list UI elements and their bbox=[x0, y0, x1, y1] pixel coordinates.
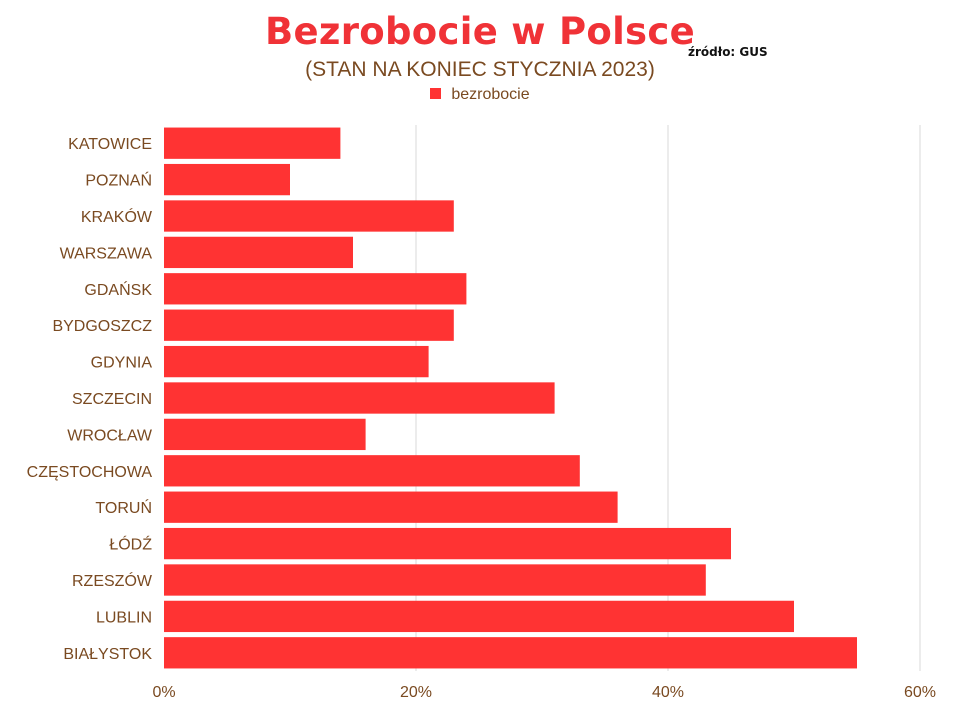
legend-swatch bbox=[430, 88, 442, 99]
category-label: KRAKÓW bbox=[81, 207, 153, 226]
category-label: RZESZÓW bbox=[72, 571, 153, 590]
bar bbox=[164, 491, 618, 523]
x-tick-label: 20% bbox=[400, 684, 432, 701]
category-label: TORUŃ bbox=[95, 498, 152, 517]
bar bbox=[164, 236, 353, 269]
category-label: CZĘSTOCHOWA bbox=[27, 464, 153, 481]
bar bbox=[164, 418, 366, 451]
bar bbox=[164, 527, 731, 560]
bar bbox=[164, 309, 454, 341]
legend: bezrobocie bbox=[0, 86, 960, 104]
bar bbox=[164, 600, 794, 633]
bar bbox=[164, 163, 290, 196]
x-tick-label: 40% bbox=[652, 684, 684, 701]
category-label: WARSZAWA bbox=[60, 245, 153, 262]
x-tick-label: 0% bbox=[152, 684, 175, 701]
category-label: BIAŁYSTOK bbox=[63, 646, 152, 663]
category-label: SZCZECIN bbox=[72, 391, 152, 408]
category-label: WROCŁAW bbox=[67, 427, 153, 444]
category-label: BYDGOSZCZ bbox=[52, 318, 152, 335]
bar bbox=[164, 455, 580, 487]
category-label: POZNAŃ bbox=[85, 171, 152, 190]
legend-label: bezrobocie bbox=[451, 86, 530, 103]
bar bbox=[164, 564, 706, 596]
bar bbox=[164, 200, 454, 232]
chart-subtitle: (STAN NA KONIEC STYCZNIA 2023) bbox=[305, 58, 655, 81]
x-tick-label: 60% bbox=[904, 684, 936, 701]
category-label: KATOWICE bbox=[68, 136, 152, 153]
category-label: LUBLIN bbox=[96, 609, 152, 626]
category-label: GDYNIA bbox=[91, 355, 153, 372]
chart-title: Bezrobocie w Polsce bbox=[264, 10, 696, 53]
bar bbox=[164, 345, 429, 378]
bar bbox=[164, 637, 857, 669]
category-label: GDAŃSK bbox=[84, 280, 152, 299]
bar bbox=[164, 273, 467, 305]
bar bbox=[164, 382, 555, 414]
bar bbox=[164, 127, 341, 159]
source-note: źródło: GUS bbox=[688, 45, 768, 59]
category-label: ŁÓDŹ bbox=[109, 535, 152, 554]
